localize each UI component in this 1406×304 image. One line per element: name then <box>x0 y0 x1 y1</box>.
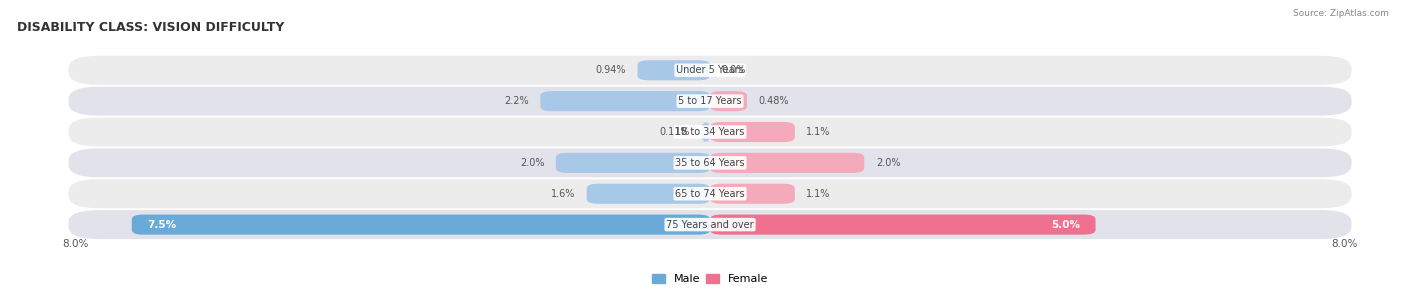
Legend: Male, Female: Male, Female <box>647 269 773 288</box>
Text: 2.2%: 2.2% <box>505 96 529 106</box>
Text: 2.0%: 2.0% <box>520 158 544 168</box>
Text: 35 to 64 Years: 35 to 64 Years <box>675 158 745 168</box>
FancyBboxPatch shape <box>132 215 710 235</box>
FancyBboxPatch shape <box>710 184 794 204</box>
FancyBboxPatch shape <box>69 148 1351 177</box>
FancyBboxPatch shape <box>555 153 710 173</box>
Text: Source: ZipAtlas.com: Source: ZipAtlas.com <box>1294 9 1389 18</box>
Text: 2.0%: 2.0% <box>876 158 900 168</box>
Text: 65 to 74 Years: 65 to 74 Years <box>675 189 745 199</box>
Text: 0.11%: 0.11% <box>659 127 690 137</box>
Text: 0.94%: 0.94% <box>596 65 626 75</box>
Text: 75 Years and over: 75 Years and over <box>666 219 754 230</box>
FancyBboxPatch shape <box>710 91 747 111</box>
FancyBboxPatch shape <box>710 122 794 142</box>
Text: Under 5 Years: Under 5 Years <box>676 65 744 75</box>
Text: 18 to 34 Years: 18 to 34 Years <box>675 127 745 137</box>
FancyBboxPatch shape <box>540 91 710 111</box>
FancyBboxPatch shape <box>69 56 1351 85</box>
FancyBboxPatch shape <box>69 87 1351 116</box>
Text: 5 to 17 Years: 5 to 17 Years <box>678 96 742 106</box>
Text: 1.1%: 1.1% <box>807 127 831 137</box>
Text: 0.0%: 0.0% <box>721 65 747 75</box>
Text: 0.48%: 0.48% <box>759 96 789 106</box>
FancyBboxPatch shape <box>69 210 1351 239</box>
FancyBboxPatch shape <box>69 179 1351 208</box>
Text: DISABILITY CLASS: VISION DIFFICULTY: DISABILITY CLASS: VISION DIFFICULTY <box>17 21 284 34</box>
FancyBboxPatch shape <box>637 60 710 80</box>
FancyBboxPatch shape <box>710 215 1095 235</box>
Text: 1.6%: 1.6% <box>551 189 575 199</box>
FancyBboxPatch shape <box>586 184 710 204</box>
Text: 8.0%: 8.0% <box>1331 239 1358 249</box>
Text: 1.1%: 1.1% <box>807 189 831 199</box>
Text: 8.0%: 8.0% <box>62 239 89 249</box>
FancyBboxPatch shape <box>69 118 1351 147</box>
Text: 5.0%: 5.0% <box>1052 219 1080 230</box>
FancyBboxPatch shape <box>699 122 713 142</box>
Text: 7.5%: 7.5% <box>148 219 176 230</box>
FancyBboxPatch shape <box>710 153 865 173</box>
